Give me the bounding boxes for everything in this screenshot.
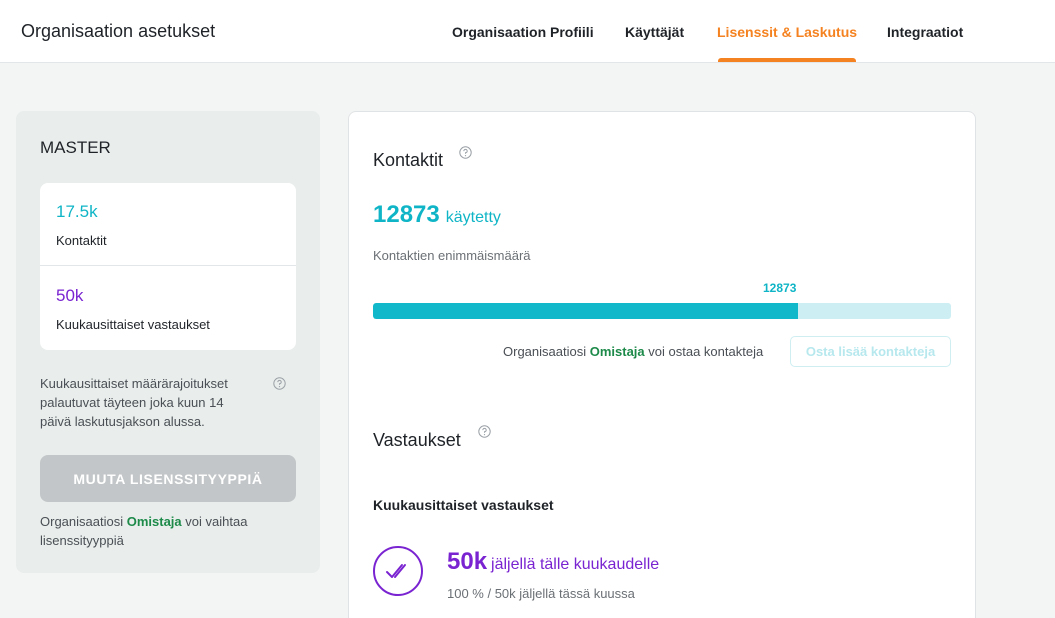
page-title: Organisaation asetukset	[21, 21, 216, 41]
quota-responses-label: Kuukausittaiset vastaukset	[56, 317, 210, 332]
buy-note-suffix: voi ostaa kontakteja	[648, 344, 764, 359]
quota-responses: 50k Kuukausittaiset vastaukset	[40, 267, 296, 350]
responses-remaining: 50k jäljellä tälle kuukaudelle	[447, 548, 659, 576]
contacts-progress-bar	[373, 303, 951, 319]
contacts-progress-fill	[373, 303, 799, 319]
contacts-used: 12873 käytetty	[373, 201, 501, 229]
progress-marker-label: 12873	[763, 281, 797, 295]
responses-remaining-sub: 100 % / 50k jäljellä tässä kuussa	[447, 586, 635, 601]
quota-contacts-label: Kontaktit	[56, 233, 107, 248]
reset-info-text: Kuukausittaiset määrärajoitukset palautu…	[40, 376, 228, 429]
change-license-button[interactable]: MUUTA LISENSSITYYPPIÄ	[40, 455, 296, 502]
responses-remaining-value: 50k	[447, 548, 488, 575]
quota-box: 17.5k Kontaktit 50k Kuukausittaiset vast…	[40, 183, 296, 350]
active-tab-indicator	[718, 58, 856, 62]
question-circle-icon[interactable]	[273, 377, 286, 395]
owner-role: Omistaja	[126, 514, 182, 529]
responses-title: Vastaukset	[373, 430, 461, 450]
top-bar: Organisaation asetukset Organisaation Pr…	[0, 0, 1055, 63]
buy-note-prefix: Organisaatiosi	[503, 344, 587, 359]
quota-contacts: 17.5k Kontaktit	[40, 183, 296, 266]
double-check-icon	[373, 546, 423, 596]
contacts-used-value: 12873	[373, 201, 440, 228]
question-circle-icon[interactable]	[478, 425, 491, 443]
usage-card: Kontaktit 12873 käytetty Kontaktien enimm…	[348, 111, 976, 618]
contacts-used-label: käytetty	[445, 209, 501, 226]
contacts-title: Kontaktit	[373, 150, 444, 170]
license-panel: MASTER 17.5k Kontaktit 50k Kuukausittais…	[16, 111, 320, 573]
buy-note-role: Omistaja	[589, 344, 645, 359]
buy-contacts-note: Organisaatiosi Omistaja voi ostaa kontak…	[503, 344, 763, 359]
question-circle-icon[interactable]	[459, 146, 472, 164]
buy-contacts-button[interactable]: Osta lisää kontakteja	[790, 336, 951, 367]
monthly-responses-label: Kuukausittaiset vastaukset	[373, 497, 554, 513]
tab-licenses-billing[interactable]: Lisenssit & Laskutus	[717, 24, 858, 40]
responses-remaining-text: jäljellä tälle kuukaudelle	[491, 556, 660, 573]
tab-integrations[interactable]: Integraatiot	[887, 24, 964, 40]
plan-name: MASTER	[40, 138, 111, 157]
contacts-max-label: Kontaktien enimmäismäärä	[373, 248, 531, 263]
quota-responses-value: 50k	[56, 286, 84, 305]
tab-organization-profile[interactable]: Organisaation Profiili	[452, 24, 594, 40]
owner-change-prefix: Organisaatiosi	[40, 514, 124, 529]
owner-change-suffix: voi vaihtaa lisenssityyppiä	[40, 514, 248, 548]
tab-users[interactable]: Käyttäjät	[625, 24, 685, 40]
owner-change-note: Organisaatiosi Omistaja voi vaihtaa lise…	[40, 512, 280, 550]
quota-contacts-value: 17.5k	[56, 202, 98, 221]
